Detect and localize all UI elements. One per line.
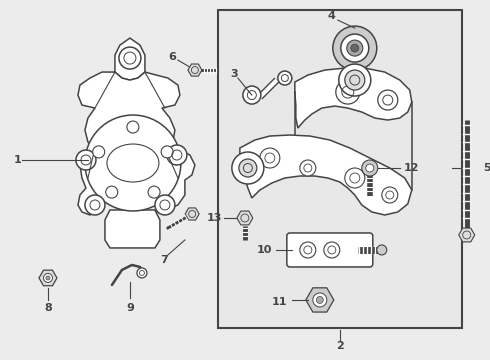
- Text: 2: 2: [336, 341, 343, 351]
- Polygon shape: [295, 68, 412, 128]
- Text: 9: 9: [126, 303, 134, 313]
- Circle shape: [155, 195, 175, 215]
- Text: 7: 7: [160, 255, 168, 265]
- Circle shape: [336, 80, 360, 104]
- Polygon shape: [306, 288, 334, 312]
- Polygon shape: [185, 208, 199, 220]
- Circle shape: [278, 71, 292, 85]
- Circle shape: [148, 186, 160, 198]
- Polygon shape: [459, 228, 475, 242]
- Circle shape: [137, 268, 147, 278]
- Polygon shape: [105, 210, 160, 248]
- Polygon shape: [188, 64, 202, 76]
- Circle shape: [382, 187, 398, 203]
- Circle shape: [93, 146, 105, 158]
- Text: 13: 13: [206, 213, 221, 223]
- Text: 6: 6: [168, 52, 176, 62]
- Circle shape: [341, 34, 369, 62]
- Circle shape: [378, 90, 398, 110]
- Circle shape: [85, 195, 105, 215]
- Circle shape: [300, 160, 316, 176]
- Circle shape: [76, 150, 96, 170]
- Circle shape: [167, 145, 187, 165]
- Text: 4: 4: [328, 11, 336, 21]
- Polygon shape: [39, 270, 57, 286]
- Circle shape: [377, 245, 387, 255]
- Circle shape: [362, 160, 378, 176]
- Circle shape: [260, 148, 280, 168]
- Circle shape: [44, 274, 52, 283]
- Circle shape: [161, 146, 173, 158]
- Polygon shape: [240, 135, 412, 215]
- Circle shape: [243, 86, 261, 104]
- Text: 12: 12: [404, 163, 419, 173]
- Circle shape: [46, 276, 50, 280]
- Circle shape: [366, 164, 374, 172]
- Text: 1: 1: [14, 155, 22, 165]
- Circle shape: [239, 159, 257, 177]
- Circle shape: [300, 242, 316, 258]
- Circle shape: [324, 242, 340, 258]
- FancyBboxPatch shape: [287, 233, 373, 267]
- Text: 10: 10: [257, 245, 272, 255]
- Circle shape: [347, 40, 363, 56]
- Circle shape: [351, 44, 359, 52]
- Polygon shape: [115, 38, 145, 80]
- Text: 11: 11: [272, 297, 288, 307]
- Circle shape: [85, 115, 181, 211]
- Bar: [218, 10, 462, 328]
- Circle shape: [106, 186, 118, 198]
- Circle shape: [333, 26, 377, 70]
- Circle shape: [127, 121, 139, 133]
- Text: 5: 5: [483, 163, 490, 173]
- Text: 3: 3: [230, 69, 238, 79]
- Circle shape: [119, 47, 141, 69]
- Text: 8: 8: [44, 303, 52, 313]
- Circle shape: [339, 64, 371, 96]
- Circle shape: [345, 70, 365, 90]
- Polygon shape: [78, 72, 195, 215]
- Circle shape: [313, 293, 327, 307]
- Circle shape: [232, 152, 264, 184]
- Circle shape: [317, 296, 323, 303]
- Circle shape: [345, 168, 365, 188]
- Polygon shape: [237, 211, 253, 225]
